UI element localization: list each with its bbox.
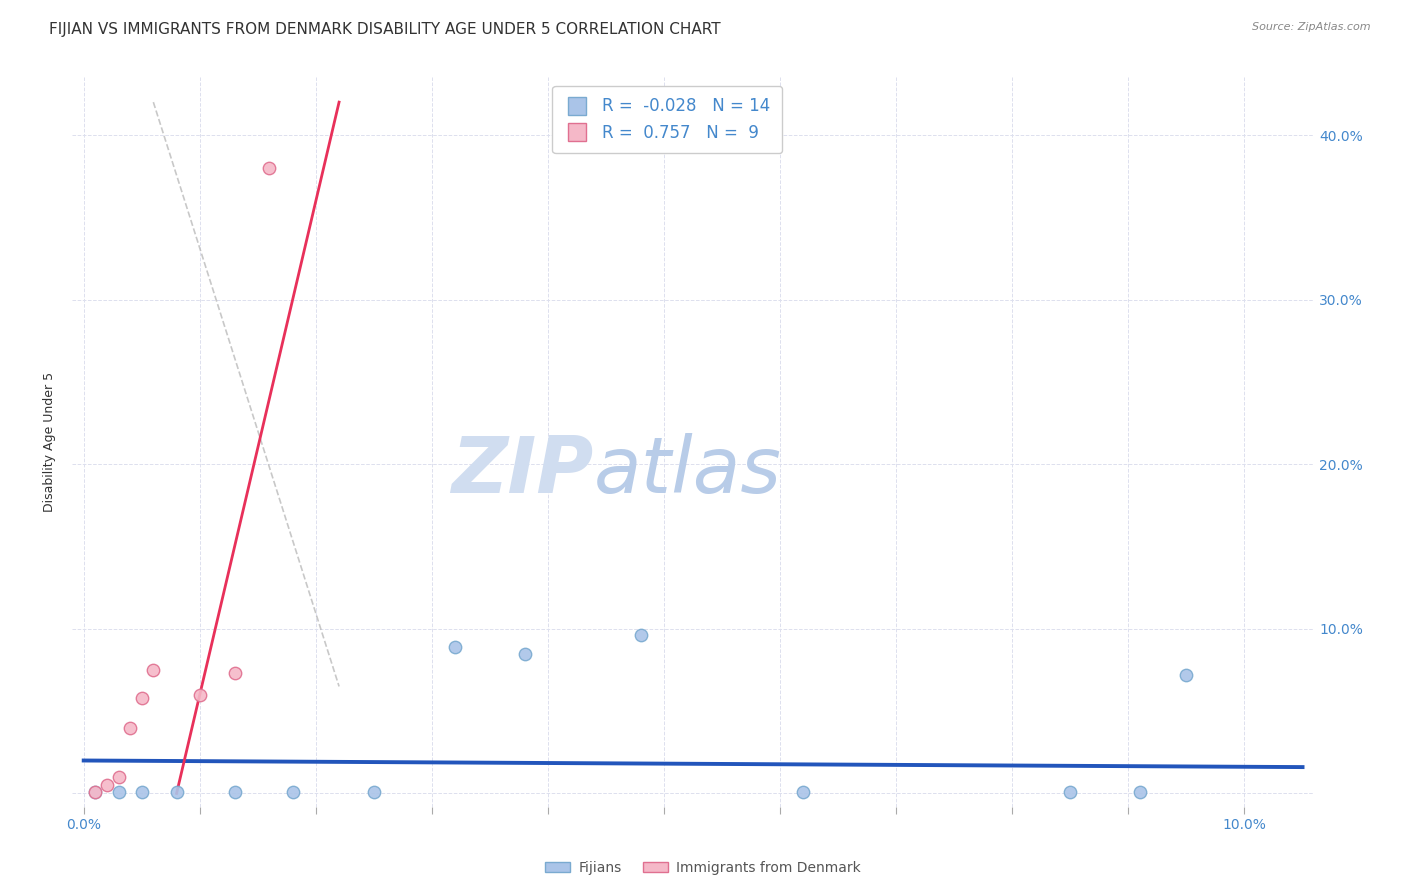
Point	[513, 647, 536, 661]
Legend: Fijians, Immigrants from Denmark: Fijians, Immigrants from Denmark	[540, 855, 866, 880]
Point	[131, 690, 153, 705]
Point	[107, 770, 129, 784]
Y-axis label: Disability Age Under 5: Disability Age Under 5	[44, 372, 56, 512]
Point	[224, 785, 246, 799]
Text: Source: ZipAtlas.com: Source: ZipAtlas.com	[1253, 22, 1371, 32]
Point	[444, 640, 467, 654]
Point	[281, 785, 304, 799]
Point	[630, 628, 652, 642]
Point	[1175, 668, 1198, 682]
Point	[792, 785, 814, 799]
Point	[142, 663, 165, 677]
Text: ZIP: ZIP	[451, 434, 593, 509]
Point	[224, 666, 246, 681]
Point	[107, 785, 129, 799]
Text: atlas: atlas	[593, 434, 782, 509]
Point	[84, 785, 107, 799]
Point	[363, 785, 385, 799]
Point	[259, 161, 281, 175]
Point	[1059, 785, 1081, 799]
Point	[188, 688, 211, 702]
Text: FIJIAN VS IMMIGRANTS FROM DENMARK DISABILITY AGE UNDER 5 CORRELATION CHART: FIJIAN VS IMMIGRANTS FROM DENMARK DISABI…	[49, 22, 721, 37]
Point	[166, 785, 188, 799]
Point	[96, 778, 118, 792]
Point	[131, 785, 153, 799]
Point	[120, 721, 142, 735]
Point	[84, 785, 107, 799]
Legend: R =  -0.028   N = 14, R =  0.757   N =  9: R = -0.028 N = 14, R = 0.757 N = 9	[553, 86, 782, 153]
Point	[1129, 785, 1152, 799]
